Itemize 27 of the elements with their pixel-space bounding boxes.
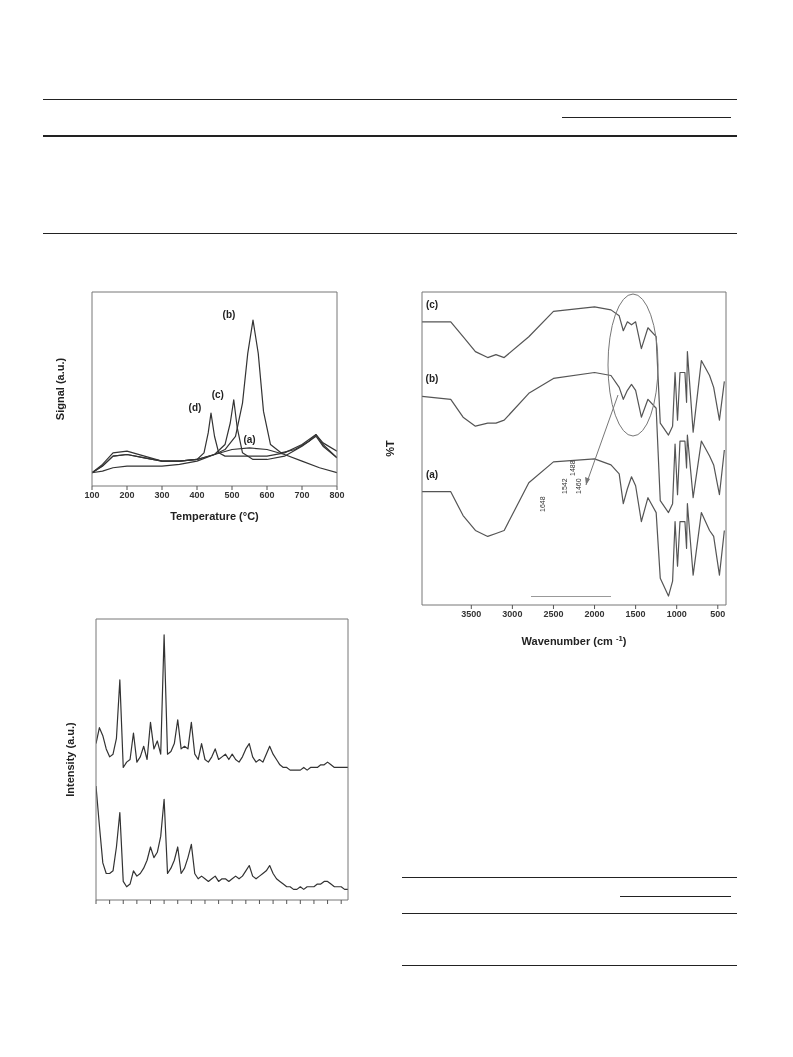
y-axis-title: Intensity (a.u.) — [64, 721, 76, 797]
series-label: (b) — [222, 309, 236, 321]
x-tick-label: 700 — [294, 490, 310, 501]
series-label: (b) — [425, 373, 439, 385]
x-tick-label: 500 — [710, 609, 726, 620]
x-tick-label: 600 — [259, 490, 275, 501]
x-tick-label: 500 — [224, 490, 240, 501]
x-tick-label: 800 — [329, 490, 345, 501]
x-tick-label: 3500 — [461, 609, 482, 620]
x-tick-label: 2500 — [543, 609, 564, 620]
x-axis-title: Wavenumber (cm $^{-1}$) — [521, 633, 627, 647]
series-label: (c) — [211, 388, 224, 400]
x-tick-label: 3000 — [502, 609, 523, 620]
y-axis-title: %T — [384, 439, 396, 457]
x-tick-label: 1000 — [666, 609, 687, 620]
x-tick-label: 200 — [119, 490, 135, 501]
y-axis-title: Signal (a.u.) — [54, 357, 66, 421]
series-label: (a) — [425, 468, 439, 480]
x-tick-label: 100 — [84, 490, 100, 501]
x-tick-label: 1500 — [625, 609, 646, 620]
series-label: (a) — [243, 433, 256, 445]
series-label: (c) — [425, 298, 439, 310]
x-tick-label: 2000 — [584, 609, 605, 620]
series-label: (d) — [188, 402, 202, 414]
x-tick-label: 400 — [189, 490, 205, 501]
x-axis-title: Temperature (°C) — [170, 510, 260, 522]
x-tick-label: 300 — [154, 490, 170, 501]
